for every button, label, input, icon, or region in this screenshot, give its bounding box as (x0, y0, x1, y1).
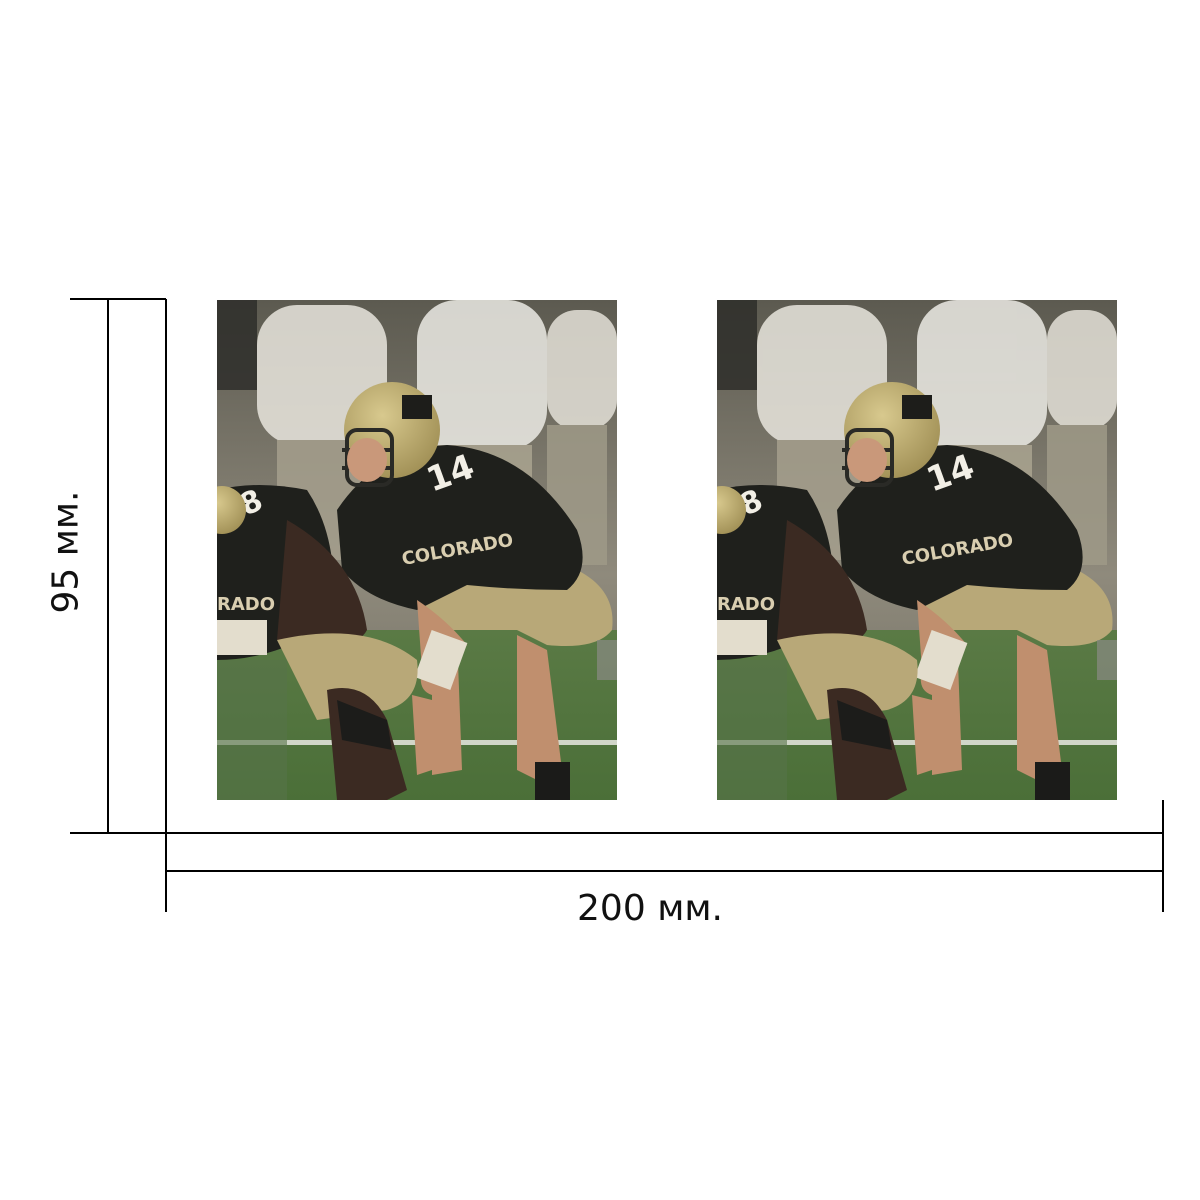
width-label: 200 мм. (577, 888, 723, 929)
svg-text:RADO: RADO (717, 594, 775, 615)
svg-text:RADO: RADO (217, 594, 275, 615)
football-photo-right: 14 COLORADO 58 RADO (717, 300, 1117, 800)
football-photo-left: 14 COLORADO 58 RADO (217, 300, 617, 800)
height-label: 95 мм. (45, 490, 87, 614)
